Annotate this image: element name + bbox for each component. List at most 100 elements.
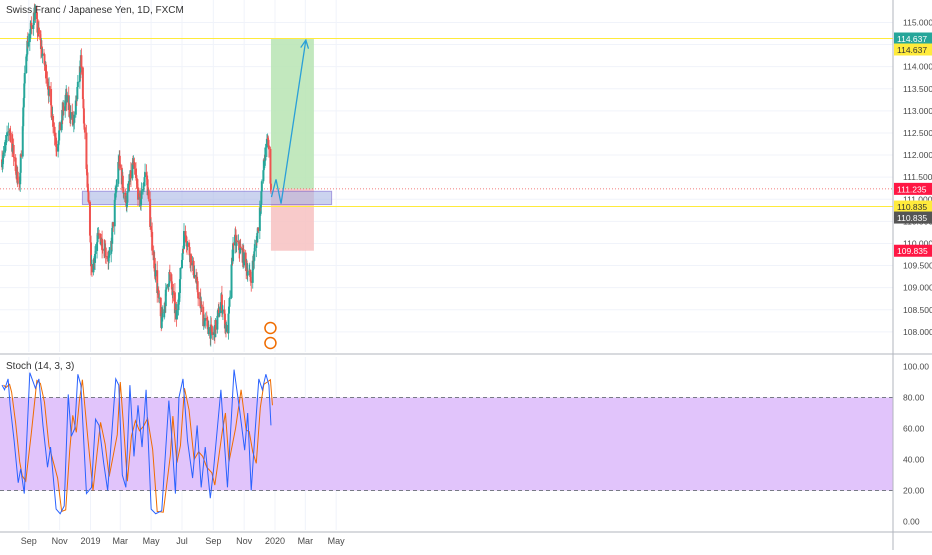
candle-body[interactable]	[221, 309, 224, 311]
candle-body[interactable]	[114, 192, 117, 194]
candle-body[interactable]	[167, 283, 170, 287]
candle-body[interactable]	[260, 191, 263, 205]
candle-body[interactable]	[173, 292, 176, 314]
candle-body[interactable]	[86, 172, 89, 188]
candle-body[interactable]	[21, 126, 24, 157]
candle-body[interactable]	[192, 260, 195, 276]
candle-body[interactable]	[9, 132, 12, 135]
candle-body[interactable]	[29, 22, 32, 30]
candle-body[interactable]	[195, 274, 198, 283]
candle-body[interactable]	[16, 171, 19, 181]
candle-body[interactable]	[5, 136, 8, 141]
candle-body[interactable]	[110, 240, 113, 254]
candle-body[interactable]	[151, 232, 154, 251]
candle-body[interactable]	[50, 89, 53, 106]
candle-body[interactable]	[94, 250, 97, 254]
candle-body[interactable]	[259, 207, 262, 209]
candle-body[interactable]	[171, 291, 174, 295]
candle-body[interactable]	[47, 86, 50, 90]
candle-body[interactable]	[137, 187, 140, 200]
candle-body[interactable]	[202, 306, 205, 327]
candle-body[interactable]	[115, 187, 118, 193]
candle-body[interactable]	[159, 297, 162, 317]
candle-body[interactable]	[263, 159, 266, 161]
candle-body[interactable]	[156, 290, 159, 293]
candle-body[interactable]	[145, 172, 148, 176]
candle-body[interactable]	[258, 207, 261, 231]
event-icon[interactable]	[264, 336, 277, 350]
candle-body[interactable]	[220, 294, 223, 312]
candle-body[interactable]	[115, 183, 118, 188]
candle-body[interactable]	[217, 308, 220, 317]
candle-body[interactable]	[88, 201, 91, 236]
candle-body[interactable]	[228, 298, 231, 307]
candle-body[interactable]	[23, 72, 26, 84]
candle-body[interactable]	[23, 83, 26, 99]
candle-body[interactable]	[11, 147, 14, 152]
candle-body[interactable]	[89, 235, 92, 243]
candle-body[interactable]	[262, 159, 265, 171]
candle-body[interactable]	[251, 260, 254, 283]
event-icon[interactable]	[264, 321, 277, 335]
candle-body[interactable]	[64, 95, 67, 101]
candle-body[interactable]	[118, 155, 121, 165]
candle-body[interactable]	[42, 53, 45, 55]
candle-body[interactable]	[144, 172, 147, 178]
candle-body[interactable]	[267, 139, 270, 146]
candle-body[interactable]	[152, 250, 155, 261]
candle-body[interactable]	[246, 271, 249, 276]
candle-body[interactable]	[265, 139, 268, 148]
candle-body[interactable]	[89, 242, 92, 267]
candle-body[interactable]	[108, 253, 111, 255]
candle-body[interactable]	[78, 66, 81, 82]
stoch-layer[interactable]	[0, 369, 893, 515]
candle-body[interactable]	[57, 143, 60, 152]
candle-body[interactable]	[253, 251, 256, 261]
candle-body[interactable]	[230, 264, 233, 298]
candle-body[interactable]	[216, 315, 219, 330]
candle-body[interactable]	[211, 331, 214, 335]
candle-body[interactable]	[104, 247, 107, 257]
candle-body[interactable]	[227, 313, 230, 334]
candle-body[interactable]	[61, 109, 64, 121]
candle-body[interactable]	[41, 53, 44, 56]
candle-body[interactable]	[150, 229, 153, 233]
candle-body[interactable]	[50, 105, 53, 118]
candle-body[interactable]	[92, 259, 95, 273]
candle-body[interactable]	[32, 24, 35, 29]
candle-body[interactable]	[216, 310, 219, 316]
candle-body[interactable]	[210, 324, 213, 326]
candle-body[interactable]	[9, 131, 12, 133]
candle-body[interactable]	[235, 240, 238, 246]
candle-body[interactable]	[22, 107, 25, 127]
candle-body[interactable]	[223, 313, 226, 329]
candle-body[interactable]	[227, 306, 230, 314]
candle-body[interactable]	[196, 281, 199, 293]
candle-body[interactable]	[234, 234, 237, 236]
candle-body[interactable]	[186, 246, 189, 247]
candle-body[interactable]	[234, 234, 237, 246]
candle-body[interactable]	[150, 226, 153, 230]
candle-body[interactable]	[185, 242, 188, 247]
candle-body[interactable]	[74, 100, 77, 115]
candle-body[interactable]	[19, 172, 22, 185]
candle-body[interactable]	[185, 235, 188, 243]
candle-body[interactable]	[252, 260, 255, 262]
candle-body[interactable]	[98, 233, 101, 235]
candle-body[interactable]	[259, 204, 262, 208]
candle-body[interactable]	[40, 46, 43, 56]
candle-body[interactable]	[64, 100, 67, 111]
candle-body[interactable]	[82, 99, 85, 109]
candle-body[interactable]	[131, 163, 134, 165]
candle-body[interactable]	[122, 187, 125, 194]
candle-body[interactable]	[48, 86, 51, 96]
candle-body[interactable]	[78, 81, 81, 83]
candle-body[interactable]	[106, 256, 109, 259]
candle-body[interactable]	[260, 181, 263, 192]
candle-body[interactable]	[111, 228, 114, 244]
candle-body[interactable]	[53, 126, 56, 136]
candle-body[interactable]	[174, 308, 177, 314]
candle-body[interactable]	[170, 274, 173, 282]
candle-body[interactable]	[46, 78, 49, 87]
candle-body[interactable]	[249, 277, 252, 282]
